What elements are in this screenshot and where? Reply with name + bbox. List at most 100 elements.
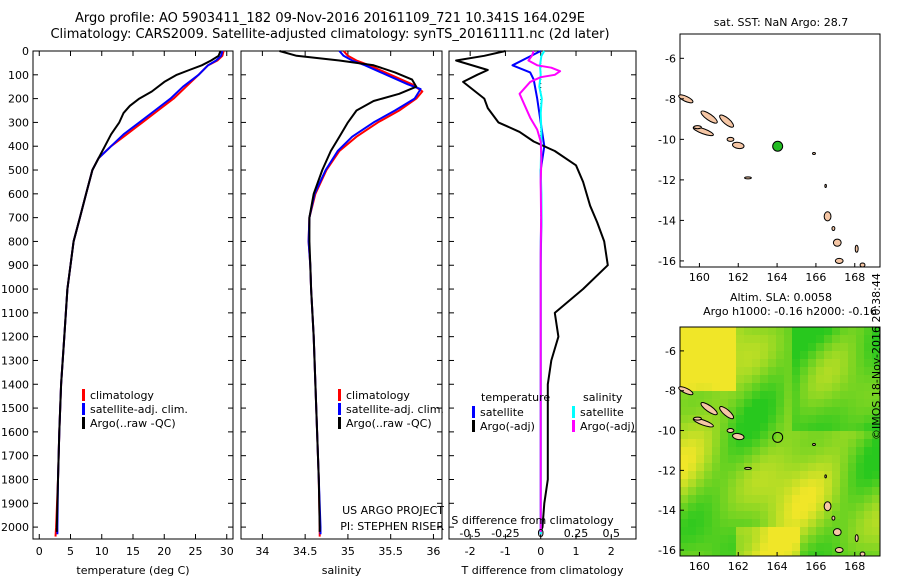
sla-cell bbox=[824, 351, 832, 359]
y-tick-label: 1200 bbox=[1, 331, 29, 344]
y-tick-label: 600 bbox=[8, 188, 29, 201]
sla-cell bbox=[728, 511, 736, 519]
sla-cell bbox=[760, 535, 768, 543]
sla-cell bbox=[792, 359, 800, 367]
sla-cell bbox=[704, 431, 712, 439]
sla-cell bbox=[872, 375, 880, 383]
sla-cell bbox=[800, 327, 808, 335]
sla-cell bbox=[688, 423, 696, 431]
sla-cell bbox=[864, 495, 872, 503]
x-axis-label-salinity: salinity bbox=[322, 564, 362, 577]
sla-cell bbox=[816, 527, 824, 535]
y-tick-label: 100 bbox=[8, 69, 29, 82]
sla-cell bbox=[720, 423, 728, 431]
legend-entry-salinity: satellite-adj. clim. bbox=[346, 403, 444, 416]
sla-cell bbox=[704, 375, 712, 383]
sla-cell bbox=[744, 383, 752, 391]
sla-cell bbox=[792, 511, 800, 519]
sla-cell bbox=[856, 375, 864, 383]
sla-cell bbox=[720, 455, 728, 463]
sla-cell bbox=[856, 335, 864, 343]
sla-cell bbox=[720, 391, 728, 399]
sla-cell bbox=[784, 375, 792, 383]
sla-cell bbox=[840, 335, 848, 343]
sla-cell bbox=[816, 335, 824, 343]
sla-cell bbox=[872, 511, 880, 519]
sla-cell bbox=[696, 375, 704, 383]
sla-cell bbox=[744, 439, 752, 447]
sla-cell bbox=[784, 447, 792, 455]
sla-cell bbox=[712, 351, 720, 359]
x-tick-label-difference: 2 bbox=[608, 545, 615, 558]
sla-cell bbox=[792, 503, 800, 511]
sla-cell bbox=[848, 471, 856, 479]
sla-cell bbox=[856, 511, 864, 519]
sla-cell bbox=[792, 543, 800, 551]
sla-cell bbox=[760, 375, 768, 383]
sla-cell bbox=[856, 343, 864, 351]
sla-cell bbox=[712, 463, 720, 471]
sla-cell bbox=[784, 487, 792, 495]
sla-cell bbox=[688, 383, 696, 391]
sla-cell bbox=[864, 479, 872, 487]
sla-cell bbox=[808, 423, 816, 431]
panel-temperature bbox=[32, 50, 234, 540]
sla-cell bbox=[736, 479, 744, 487]
sla-cell bbox=[760, 383, 768, 391]
sla-cell bbox=[864, 335, 872, 343]
sla-cell bbox=[696, 503, 704, 511]
s-diff-tick-label: 0.25 bbox=[564, 527, 589, 540]
sla-cell bbox=[832, 383, 840, 391]
sla-cell bbox=[704, 399, 712, 407]
sla-cell bbox=[752, 527, 760, 535]
sla-cell bbox=[768, 527, 776, 535]
sla-cell bbox=[720, 471, 728, 479]
island-shape bbox=[678, 386, 694, 396]
sla-cell bbox=[728, 359, 736, 367]
sla-cell bbox=[824, 335, 832, 343]
sla-cell bbox=[856, 519, 864, 527]
sla-cell bbox=[832, 455, 840, 463]
sla-cell bbox=[808, 359, 816, 367]
sla-cell bbox=[776, 487, 784, 495]
sla-cell bbox=[776, 535, 784, 543]
sla-cell bbox=[808, 543, 816, 551]
sla-cell bbox=[824, 487, 832, 495]
sla-cell bbox=[752, 551, 760, 556]
sla-cell bbox=[808, 431, 816, 439]
sla-cell bbox=[696, 495, 704, 503]
sla-cell bbox=[752, 375, 760, 383]
sla-cell bbox=[736, 511, 744, 519]
sla-cell bbox=[744, 423, 752, 431]
sla-cell bbox=[760, 463, 768, 471]
x-tick-label-temperature: 5 bbox=[67, 545, 74, 558]
sla-cell bbox=[800, 399, 808, 407]
sla-cell bbox=[688, 479, 696, 487]
sla-cell bbox=[800, 367, 808, 375]
sla-cell bbox=[784, 479, 792, 487]
sla-cell bbox=[752, 367, 760, 375]
sla-cell bbox=[760, 439, 768, 447]
sla-cell bbox=[744, 447, 752, 455]
sla-cell bbox=[696, 479, 704, 487]
sla-cell bbox=[872, 407, 880, 415]
sla-cell bbox=[824, 495, 832, 503]
sla-cell bbox=[776, 519, 784, 527]
sla-cell bbox=[824, 423, 832, 431]
sla-cell bbox=[712, 335, 720, 343]
map-y-tick-label: -6 bbox=[665, 345, 676, 358]
series-line-difference-3 bbox=[518, 50, 562, 532]
island-shape bbox=[831, 515, 836, 521]
sla-cell bbox=[744, 415, 752, 423]
sla-cell bbox=[688, 415, 696, 423]
sla-cell bbox=[784, 359, 792, 367]
sla-cell bbox=[704, 519, 712, 527]
sla-cell bbox=[736, 527, 744, 535]
sla-cell bbox=[696, 511, 704, 519]
sla-cell bbox=[696, 431, 704, 439]
sla-cell bbox=[800, 495, 808, 503]
sla-cell bbox=[688, 535, 696, 543]
sla-cell bbox=[696, 383, 704, 391]
sla-cell bbox=[728, 479, 736, 487]
sla-cell bbox=[704, 327, 712, 335]
